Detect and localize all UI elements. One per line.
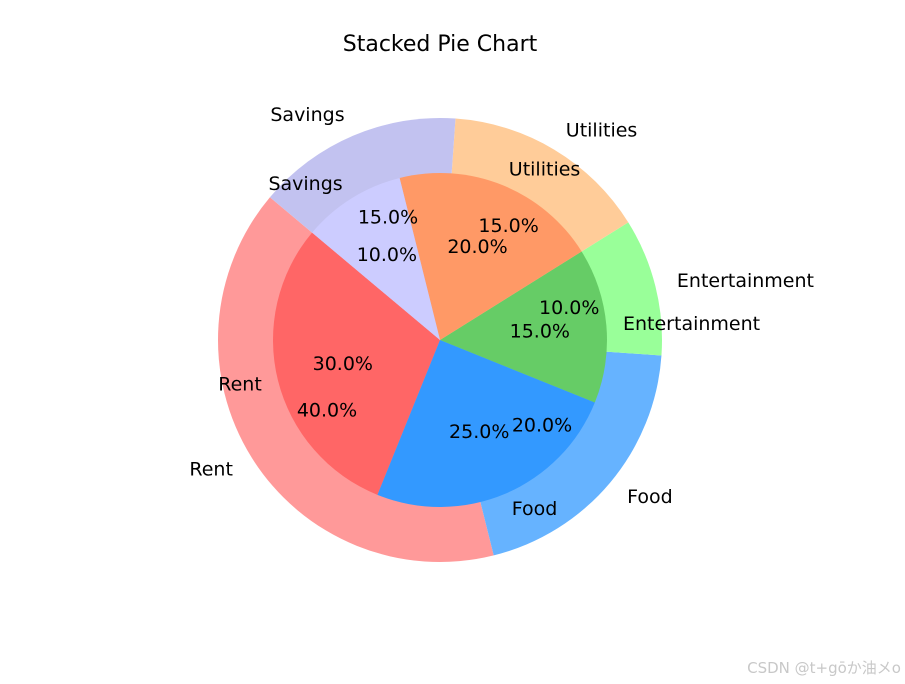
watermark: CSDN @t+gōか油メo bbox=[747, 659, 901, 677]
outer-pct-food: 20.0% bbox=[512, 415, 572, 437]
inner-slice-rent bbox=[272, 232, 440, 495]
outer-pct-utilities: 15.0% bbox=[478, 215, 538, 237]
inner-pct-food: 25.0% bbox=[449, 421, 509, 443]
labels: Rent 40.0% Food 20.0% Entertainment 10.0% Util… bbox=[189, 104, 814, 520]
inner-slice-utilities bbox=[399, 173, 582, 340]
inner-slice-food bbox=[377, 340, 595, 508]
outer-label-food: Food bbox=[627, 486, 673, 508]
inner-label-utilities: Utilities bbox=[509, 159, 581, 181]
inner-pct-rent: 30.0% bbox=[313, 353, 373, 375]
inner-label-food: Food bbox=[512, 498, 558, 520]
outer-pct-entertainment: 10.0% bbox=[539, 297, 599, 319]
outer-pct-savings: 15.0% bbox=[358, 206, 418, 228]
inner-pct-savings: 10.0% bbox=[357, 244, 417, 266]
outer-label-rent: Rent bbox=[189, 458, 233, 480]
inner-pct-entertainment: 15.0% bbox=[510, 320, 570, 342]
inner-label-rent: Rent bbox=[218, 373, 262, 395]
chart-title: Stacked Pie Chart bbox=[343, 32, 538, 57]
inner-pct-utilities: 20.0% bbox=[447, 236, 507, 258]
outer-label-utilities: Utilities bbox=[566, 120, 638, 142]
outer-label-entertainment: Entertainment bbox=[677, 270, 814, 292]
inner-ring bbox=[272, 173, 607, 508]
outer-pct-rent: 40.0% bbox=[297, 400, 357, 422]
inner-label-savings: Savings bbox=[268, 173, 342, 195]
inner-slice-entertainment bbox=[440, 251, 607, 403]
outer-label-savings: Savings bbox=[270, 104, 344, 126]
inner-label-entertainment: Entertainment bbox=[623, 313, 760, 335]
inner-slice-savings bbox=[312, 177, 440, 340]
